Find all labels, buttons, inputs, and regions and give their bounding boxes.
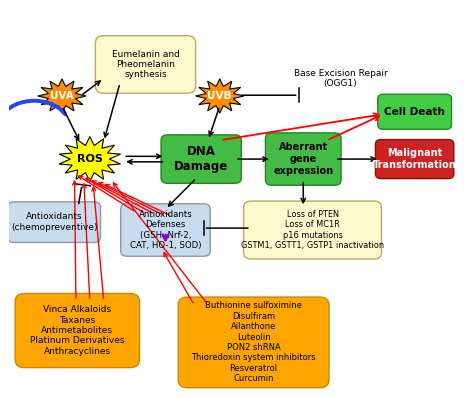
Text: UVA: UVA bbox=[50, 91, 74, 101]
FancyBboxPatch shape bbox=[95, 36, 196, 93]
FancyBboxPatch shape bbox=[265, 133, 341, 185]
Text: Eumelanin and
Pheomelanin
synthesis: Eumelanin and Pheomelanin synthesis bbox=[111, 50, 180, 79]
Text: Base Excision Repair
(OGG1): Base Excision Repair (OGG1) bbox=[293, 69, 387, 88]
Text: Malignant
Transformation: Malignant Transformation bbox=[373, 148, 456, 170]
FancyBboxPatch shape bbox=[178, 297, 329, 388]
Text: Aberrant
gene
expression: Aberrant gene expression bbox=[273, 143, 333, 176]
Polygon shape bbox=[59, 137, 120, 181]
FancyBboxPatch shape bbox=[161, 135, 241, 183]
FancyBboxPatch shape bbox=[375, 140, 454, 179]
Text: Cell Death: Cell Death bbox=[384, 107, 445, 117]
Text: Buthionine sulfoximine
Disulfiram
Ailanthone
Luteolin
PON2 shRNA
Thioredoxin sys: Buthionine sulfoximine Disulfiram Ailant… bbox=[191, 301, 316, 383]
Polygon shape bbox=[38, 79, 86, 113]
Polygon shape bbox=[196, 79, 244, 113]
FancyBboxPatch shape bbox=[244, 201, 382, 259]
FancyBboxPatch shape bbox=[378, 94, 452, 129]
Text: UVB: UVB bbox=[208, 91, 232, 101]
Text: ROS: ROS bbox=[77, 154, 103, 164]
Text: Loss of PTEN
Loss of MC1R
p16 mutations
GSTM1, GSTT1, GSTP1 inactivation: Loss of PTEN Loss of MC1R p16 mutations … bbox=[241, 210, 384, 250]
Text: Antioxidants
Defenses
(GSH, Nrf-2,
CAT, HO-1, SOD): Antioxidants Defenses (GSH, Nrf-2, CAT, … bbox=[130, 210, 201, 250]
Text: Vinca Alkaloids
Taxanes
Antimetabolites
Platinum Derivatives
Anthracyclines: Vinca Alkaloids Taxanes Antimetabolites … bbox=[30, 305, 125, 356]
Text: Antioxidants
(chemopreventive): Antioxidants (chemopreventive) bbox=[11, 212, 97, 232]
FancyBboxPatch shape bbox=[15, 293, 139, 368]
FancyBboxPatch shape bbox=[8, 202, 100, 243]
Text: DNA
Damage: DNA Damage bbox=[174, 145, 228, 173]
FancyBboxPatch shape bbox=[121, 204, 210, 256]
